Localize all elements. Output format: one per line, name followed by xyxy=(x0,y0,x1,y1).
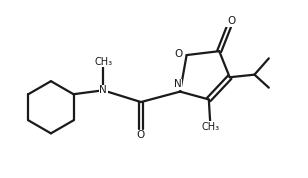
Text: O: O xyxy=(137,130,145,140)
Text: CH₃: CH₃ xyxy=(201,122,219,132)
Text: CH₃: CH₃ xyxy=(94,57,112,67)
Text: O: O xyxy=(228,15,236,25)
Text: N: N xyxy=(99,85,107,95)
Text: O: O xyxy=(175,49,183,59)
Text: N: N xyxy=(174,79,181,89)
